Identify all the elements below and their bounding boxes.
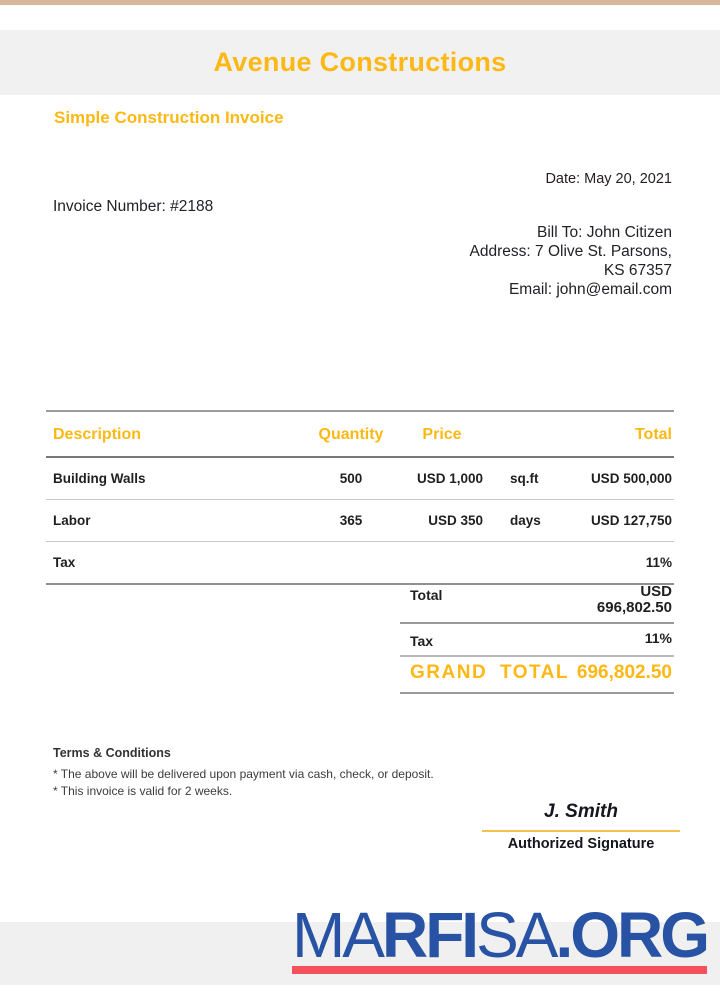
signature-block: J. Smith Authorized Signature [482, 801, 680, 852]
tax-label: Tax [410, 633, 434, 649]
totals-block: Total USD 696,802.50 Tax 11% GRAND TOTAL… [400, 577, 674, 694]
cell-unit: days [510, 513, 541, 528]
subtotal-row: Total USD 696,802.50 [400, 577, 674, 624]
cell-description: Labor [53, 513, 91, 528]
logo-segment: .ORG [555, 899, 710, 971]
company-name: Avenue Constructions [213, 47, 507, 77]
logo-segment: MA [291, 899, 385, 971]
bill-to-name: Bill To: John Citizen [537, 224, 672, 241]
logo-segment: RFI [381, 899, 479, 971]
marfisa-logo: MARFISA.ORG [291, 903, 710, 974]
footer-band [0, 922, 720, 985]
invoice-items-table: Description Quantity Price Total Buildin… [46, 410, 674, 585]
grand-total-row: GRAND TOTAL 696,802.50 [400, 657, 674, 694]
cell-unit: sq.ft [510, 471, 539, 486]
cell-quantity: 365 [339, 513, 363, 528]
tax-row: Tax 11% [400, 624, 674, 657]
terms-item: * This invoice is valid for 2 weeks. [53, 783, 233, 798]
table-row: Tax 11% [46, 542, 674, 585]
cell-description: Tax [53, 555, 76, 570]
grand-total-value: 696,802.50 [576, 662, 672, 683]
table-row: Labor 365 USD 350 days USD 127,750 [46, 500, 674, 542]
document-title: Simple Construction Invoice [54, 108, 284, 127]
header-price: Price [422, 426, 462, 443]
subtotal-value: USD 696,802.50 [596, 583, 672, 616]
invoice-number: Invoice Number: #2188 [53, 198, 214, 215]
signature-name: J. Smith [482, 801, 680, 832]
cell-total: USD 500,000 [590, 471, 672, 486]
bill-to-block: Bill To: John Citizen Address: 7 Olive S… [470, 223, 672, 299]
header-total: Total [634, 426, 672, 443]
cell-total: USD 127,750 [590, 513, 672, 528]
header-band: Avenue Constructions [0, 30, 720, 95]
terms-heading: Terms & Conditions [53, 746, 171, 760]
signature-label: Authorized Signature [507, 836, 655, 852]
bill-to-email: Email: john@email.com [508, 281, 672, 298]
cell-quantity: 500 [339, 471, 363, 486]
header-quantity: Quantity [318, 426, 384, 443]
bill-to-address-line1: Address: 7 Olive St. Parsons, [469, 243, 672, 260]
table-header-row: Description Quantity Price Total [46, 410, 674, 458]
tax-value: 11% [644, 630, 672, 646]
terms-and-conditions: Terms & Conditions * The above will be d… [53, 746, 434, 799]
header-description: Description [53, 426, 142, 443]
cell-price: USD 1,000 [416, 471, 483, 486]
subtotal-label: Total [410, 587, 443, 603]
logo-underline [291, 966, 707, 974]
cell-total: 11% [645, 555, 672, 570]
bill-to-address-line2: KS 67357 [603, 262, 672, 279]
logo-segment: SA [476, 899, 558, 971]
invoice-date: Date: May 20, 2021 [545, 171, 672, 187]
table-row: Building Walls 500 USD 1,000 sq.ft USD 5… [46, 458, 674, 500]
grand-total-label: GRAND TOTAL [410, 662, 570, 683]
marfisa-logo-text: MARFISA.ORG [292, 903, 710, 967]
cell-price: USD 350 [428, 513, 483, 528]
top-border-bar [0, 0, 720, 5]
cell-description: Building Walls [53, 471, 146, 486]
terms-item: * The above will be delivered upon payme… [53, 767, 434, 781]
